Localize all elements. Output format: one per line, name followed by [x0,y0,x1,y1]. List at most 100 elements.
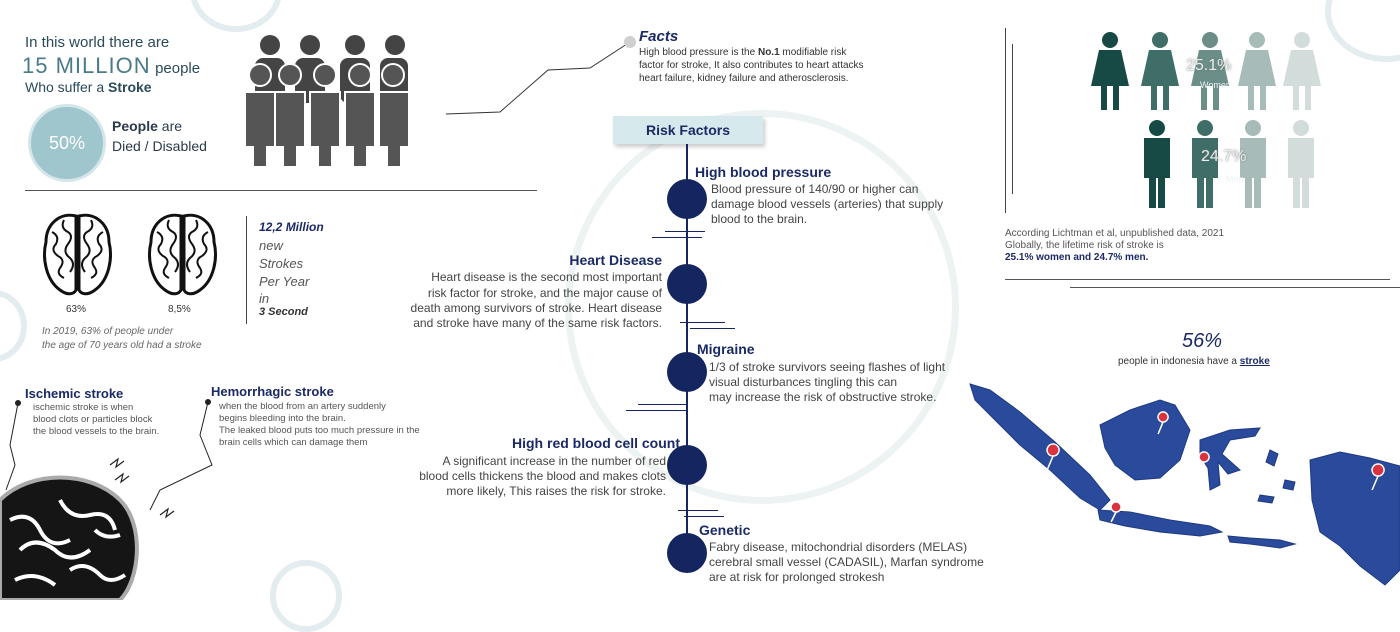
timeline-tick [665,231,705,232]
women-icons [1091,32,1321,110]
percent-value: 50% [48,132,86,153]
decorative-ring-center [565,110,959,504]
risk-desc-heart-disease-3: death among survivors of stroke. Heart d… [410,301,662,315]
risk-title-red-blood-cell: High red blood cell count [512,435,680,451]
brain-right-pct: 8,5% [168,304,191,315]
risk-title-genetic: Genetic [699,522,751,538]
risk-desc-migraine-3: may increase the risk of obstructive str… [709,390,937,404]
facts-connector-line [445,36,636,115]
stat-divider [246,216,247,324]
ischemic-line2: blood clots or particles block [33,414,153,425]
ischemic-line1: ischemic stroke is when [33,402,134,413]
timeline-tick [626,410,686,411]
stat-line2: Strokes [259,256,304,271]
risk-desc-heart-disease-1: Heart disease is the second most importa… [431,270,662,284]
timeline-dot-3 [667,352,707,392]
hemorrhagic-line1: when the blood from an artery suddenly [219,401,386,412]
risk-desc-heart-disease-4: and stroke have many of the same risk fa… [413,316,662,330]
intro-number-line: 15 MILLION people [22,53,200,79]
facts-line1: High blood pressure is the No.1 modifiab… [639,47,846,58]
facts-line2: factor for stroke, It also contributes t… [639,60,864,71]
timeline-tick [680,322,725,323]
people-died-line2: Died / Disabled [112,138,207,154]
crowd-icon [245,35,410,168]
timeline-tick [652,237,702,238]
brain-caption-2: the age of 70 years old had a stroke [42,340,202,351]
risk-title-high-blood-pressure: High blood pressure [695,164,832,180]
hemorrhagic-title: Hemorrhagic stroke [211,384,334,399]
risk-title-heart-disease: Heart Disease [569,252,662,268]
women-label: Women [1200,80,1231,90]
decorative-ring-left [0,290,27,362]
island-maluku [1257,449,1296,504]
risk-desc-red-blood-cell-2: blood cells thickens the blood and makes… [419,469,666,483]
risk-desc-high-blood-pressure-3: blood to the brain. [711,212,808,226]
timeline-tick [684,516,724,517]
lifetime-globally: Globally, the lifetime risk of stroke is [1005,240,1164,251]
brain-icon-left [43,213,112,296]
timeline-tick [678,510,718,511]
risk-factors-header-label: Risk Factors [645,122,731,138]
risk-desc-genetic-3: are at risk for prolonged strokesh [709,570,885,584]
risk-factors-header: Risk Factors [613,116,763,144]
people-bold: People [112,118,158,134]
intro-line3-bold: Stroke [108,79,152,95]
stat-line3: Per Year [259,274,310,289]
large-brain-icon [0,475,139,600]
brain-icon-right [148,213,217,296]
island-sulawesi [1199,427,1261,491]
percent-circle: 50% [28,104,106,182]
risk-desc-migraine-2: visual disturbances tingling this can [709,375,898,389]
island-sumatra [969,383,1111,511]
map-pin-java [1110,501,1122,523]
stat-title: 12,2 Million [259,220,324,234]
hemorrhagic-line2: begins bleeding into the brain. [219,413,346,424]
facts-title: Facts [639,28,679,45]
timeline-dot-2 [667,264,707,304]
decorative-ring-top [190,0,282,32]
people-rest: are [157,118,183,134]
timeline-tick [638,404,688,405]
ischemic-title: Ischemic stroke [25,386,124,401]
divider-right-1 [1005,279,1390,280]
intro-line3-prefix: Who suffer a [25,79,105,95]
facts-line1-c: modifiable risk [779,47,847,58]
lifetime-source: According Lichtman et al, unpublished da… [1005,228,1225,239]
decorative-ring-topright [1325,0,1400,62]
map-pin-sulawesi [1198,451,1210,475]
island-kalimantan [1099,399,1191,481]
timeline-dot-5 [667,533,707,573]
map-pin-kalimantan [1157,411,1169,435]
island-lesser-sunda [1227,535,1297,549]
lifetime-vline-2 [1012,44,1013,194]
men-pct: 24.7% [1201,148,1247,165]
risk-desc-high-blood-pressure-1: Blood pressure of 140/90 or higher can [711,182,919,196]
men-label: Men [1226,174,1244,184]
risk-desc-genetic-2: cerebral small vessel (CADASIL), Marfan … [709,555,984,569]
brain-caption-1: In 2019, 63% of people under [42,326,174,337]
map-pin-papua [1371,463,1385,491]
stat-line1: new [259,238,283,253]
intro-line3: Who suffer a Stroke [25,79,152,95]
intro-line1: In this world there are [25,34,170,51]
intro-big-number: 15 MILLION [22,53,151,78]
indonesia-percent: 56% [1182,330,1223,352]
indonesia-caption-bold: stroke [1239,356,1270,367]
lifetime-summary: 25.1% women and 24.7% men. [1005,252,1149,263]
people-died-line1: People are [112,118,182,134]
risk-desc-genetic-1: Fabry disease, mitochondrial disorders (… [709,540,968,554]
island-java [1097,509,1224,537]
risk-desc-red-blood-cell-1: A significant increase in the number of … [442,454,666,468]
hemorrhagic-line3: The leaked blood puts too much pressure … [219,425,420,436]
facts-line1-bold: No.1 [757,47,780,58]
decorative-ring-bottom [270,560,342,632]
hemorrhagic-line4: brain cells which can damage them [219,437,368,448]
divider-left-top [25,190,537,191]
men-icons [1144,120,1314,208]
divider-right-2 [1070,287,1400,288]
stroke-connector-lines [5,399,213,519]
people-icons [1091,32,1321,208]
intro-people-word: people [155,60,201,77]
timeline-tick [690,328,735,329]
facts-line1-a: High blood pressure is the [639,47,758,58]
